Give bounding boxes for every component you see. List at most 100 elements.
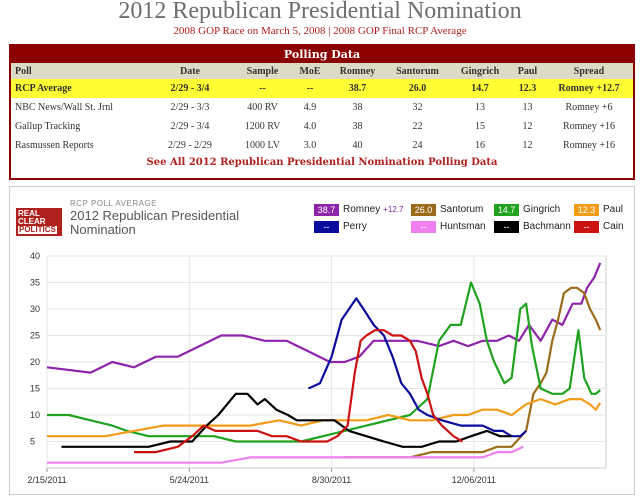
legend-item-huntsman[interactable]: -- Huntsman (411, 220, 486, 233)
poll-romney: 38 (352, 121, 363, 132)
chart-legend: 38.7 Romney +12.7 26.0 Santorum 14.7 Gin… (314, 203, 634, 239)
poll-romney: 38 (352, 102, 363, 113)
chart-caption: RCP POLL AVERAGE (70, 199, 157, 208)
logo-text-clear: CLEAR (18, 217, 46, 226)
column-header-gingrich: Gingrich (450, 63, 510, 79)
x-tick-label: 2/15/2011 (27, 475, 66, 485)
table-row: Gallup Tracking 2/29 - 3/4 1200 RV 4.0 3… (11, 117, 633, 136)
series-line-paul (47, 398, 602, 438)
column-header-moe: MoE (290, 63, 330, 79)
legend-label: Cain (603, 221, 624, 232)
poll-name-link[interactable]: Rasmussen Reports (15, 140, 94, 151)
chart-title: 2012 Republican Presidential Nomination (70, 208, 240, 237)
legend-item-paul[interactable]: 12.3 Paul (574, 203, 623, 216)
x-tick-label: 8/30/2011 (312, 475, 351, 485)
y-tick-label: 40 (30, 251, 40, 261)
polling-data-heading: Polling Data (11, 46, 633, 63)
legend-swatch: -- (314, 220, 339, 233)
poll-santorum: 26.0 (385, 79, 450, 98)
legend-label: Santorum (440, 204, 484, 215)
series-line-perry (307, 297, 527, 438)
poll-romney: 38.7 (330, 79, 385, 98)
poll-moe: -- (290, 79, 330, 98)
y-tick-label: 10 (30, 410, 40, 420)
y-tick-label: 30 (30, 304, 40, 314)
legend-swatch: -- (411, 220, 436, 233)
poll-gingrich: 15 (475, 121, 485, 132)
poll-spread: Romney +6 (565, 102, 613, 113)
poll-spread: Romney +16 (562, 121, 616, 132)
legend-item-gingrich[interactable]: 14.7 Gingrich (494, 203, 560, 216)
poll-date: 2/29 - 2/29 (168, 140, 212, 151)
poll-sample: 1200 RV (244, 121, 281, 132)
poll-date: 2/29 - 3/4 (170, 121, 210, 132)
legend-swatch: 26.0 (411, 203, 436, 216)
column-header-date: Date (145, 63, 235, 79)
legend-label: Paul (603, 204, 624, 215)
poll-santorum: 24 (412, 140, 423, 151)
legend-item-perry[interactable]: -- Perry (314, 220, 367, 233)
poll-romney: 40 (352, 140, 363, 151)
column-header-romney: Romney (330, 63, 385, 79)
legend-label: Huntsman (440, 221, 486, 232)
page-title: 2012 Republican Presidential Nomination (118, 0, 522, 24)
see-all-polls-link[interactable]: See All 2012 Republican Presidential Nom… (146, 157, 498, 168)
legend-label: Gingrich (523, 204, 561, 215)
rcp-logo[interactable]: REAL CLEAR POLITICS (16, 208, 62, 236)
y-tick-label: 20 (30, 357, 40, 367)
polling-data-table: Polling Data Poll Date Sample MoE Romney… (9, 44, 635, 180)
logo-text-real: REAL (18, 209, 40, 218)
poll-moe: 4.0 (303, 121, 317, 132)
series-line-bachmann (61, 392, 512, 448)
poll-paul: 12 (522, 140, 533, 151)
column-header-spread: Spread (545, 63, 633, 79)
legend-spread: +12.7 (383, 205, 404, 214)
poll-moe: 3.0 (303, 140, 317, 151)
poll-moe: 4.9 (303, 102, 317, 113)
table-row: Rasmussen Reports 2/29 - 2/29 1000 LV 3.… (11, 136, 633, 155)
y-tick-label: 25 (30, 331, 40, 341)
series-line-santorum (344, 286, 602, 459)
x-tick-label: 12/06/2011 (452, 475, 496, 485)
poll-sample: 1000 LV (245, 140, 280, 151)
poll-gingrich: 14.7 (450, 79, 510, 98)
poll-name-link[interactable]: Gallup Tracking (15, 121, 81, 132)
table-row: NBC News/Wall St. Jrnl 2/29 - 3/3 400 RV… (11, 98, 633, 117)
legend-label: Bachmann (523, 221, 571, 232)
column-header-poll: Poll (11, 63, 145, 79)
polling-table: Poll Date Sample MoE Romney Santorum Gin… (11, 63, 633, 155)
legend-item-romney[interactable]: 38.7 Romney +12.7 (314, 203, 404, 216)
table-header-row: Poll Date Sample MoE Romney Santorum Gin… (11, 63, 633, 79)
poll-sample: 400 RV (247, 102, 278, 113)
poll-spread: Romney +12.7 (545, 79, 633, 98)
poll-paul: 12 (522, 121, 533, 132)
legend-item-cain[interactable]: -- Cain (574, 220, 624, 233)
legend-swatch: -- (574, 220, 599, 233)
y-tick-label: 5 (30, 437, 35, 447)
poll-paul: 12.3 (510, 79, 545, 98)
poll-name: RCP Average (11, 79, 145, 98)
rcp-average-row: RCP Average 2/29 - 3/4 -- -- 38.7 26.0 1… (11, 79, 633, 98)
legend-label: Perry (343, 221, 367, 232)
legend-item-bachmann[interactable]: -- Bachmann (494, 220, 571, 233)
poll-sample: -- (235, 79, 290, 98)
poll-gingrich: 13 (475, 102, 485, 113)
page-subtitle-links[interactable]: 2008 GOP Race on March 5, 2008 | 2008 GO… (173, 25, 467, 37)
legend-item-santorum[interactable]: 26.0 Santorum (411, 203, 483, 216)
poll-date: 2/29 - 3/4 (145, 79, 235, 98)
poll-santorum: 22 (412, 121, 423, 132)
legend-swatch: 14.7 (494, 203, 519, 216)
column-header-paul: Paul (510, 63, 545, 79)
poll-name-link[interactable]: NBC News/Wall St. Jrnl (15, 102, 114, 113)
poll-paul: 13 (522, 102, 533, 113)
logo-text-politics: POLITICS (18, 225, 57, 234)
series-line-cain (134, 329, 463, 454)
legend-swatch: 38.7 (314, 203, 339, 216)
column-header-santorum: Santorum (385, 63, 450, 79)
poll-date: 2/29 - 3/3 (170, 102, 210, 113)
poll-spread: Romney +16 (562, 140, 616, 151)
x-tick-label: 5/24/2011 (170, 475, 209, 485)
series-line-huntsman (47, 445, 524, 464)
column-header-sample: Sample (235, 63, 290, 79)
